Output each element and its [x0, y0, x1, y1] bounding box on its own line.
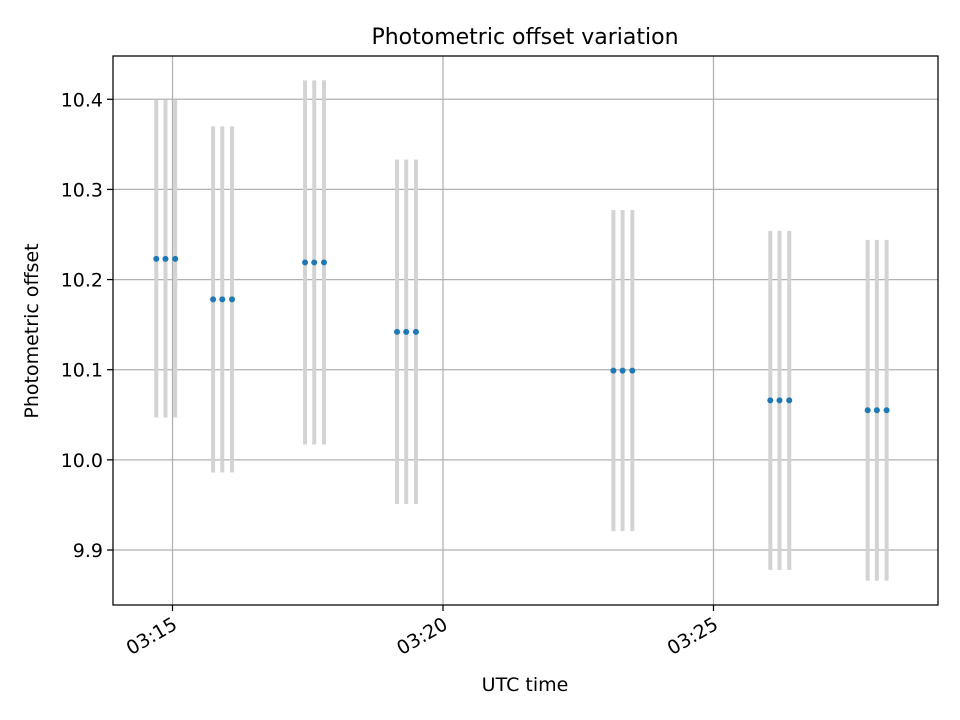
data-point	[873, 407, 880, 414]
grid	[113, 56, 938, 605]
data-point	[219, 296, 226, 303]
data-point	[172, 255, 179, 262]
data-point	[162, 255, 169, 262]
y-tick-label: 10.3	[61, 179, 103, 201]
data-point	[311, 259, 318, 266]
data-points	[153, 255, 890, 414]
data-point	[320, 259, 327, 266]
x-axis-label: UTC time	[482, 674, 569, 696]
y-tick-label: 10.2	[61, 270, 103, 292]
data-point	[394, 328, 401, 335]
chart-title: Photometric offset variation	[371, 25, 678, 50]
data-point	[153, 255, 160, 262]
data-point	[767, 397, 774, 404]
data-point	[619, 367, 626, 374]
data-point	[412, 328, 419, 335]
plot-frame	[112, 55, 939, 606]
y-axis-label: Photometric offset	[21, 243, 43, 418]
data-point	[629, 367, 636, 374]
y-tick-label: 10.1	[61, 360, 103, 382]
y-tick-label: 10.4	[61, 89, 103, 111]
data-point	[302, 259, 309, 266]
data-point	[210, 296, 217, 303]
data-point	[776, 397, 783, 404]
y-tick-label: 10.0	[61, 450, 103, 472]
data-point	[610, 367, 617, 374]
data-point	[883, 407, 890, 414]
data-point	[229, 296, 236, 303]
data-point	[864, 407, 871, 414]
y-tick-label: 9.9	[73, 540, 103, 562]
data-point	[786, 397, 793, 404]
data-point	[403, 328, 410, 335]
